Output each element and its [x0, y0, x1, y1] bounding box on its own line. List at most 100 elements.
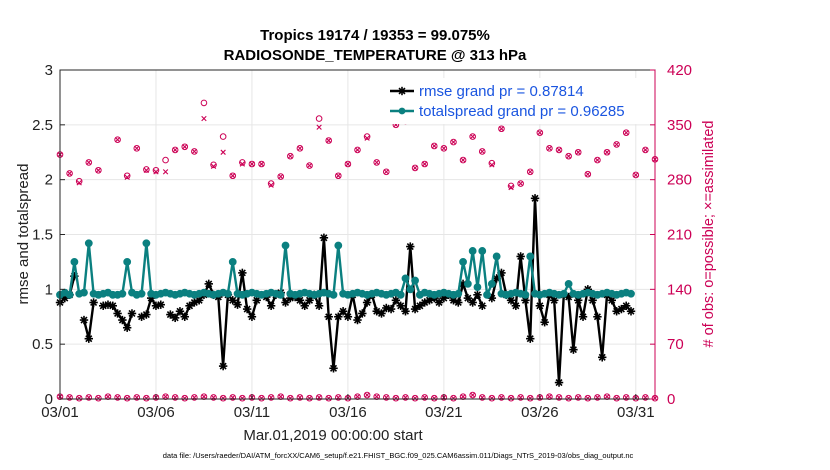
star-stroke [334, 313, 342, 321]
rmse-point [415, 301, 425, 310]
obs-low-possible-marker [287, 394, 294, 402]
series-lines [55, 194, 636, 387]
obs-assimilated-marker [335, 173, 341, 179]
x-stroke [364, 392, 370, 398]
obs-assimilated-marker [633, 172, 639, 178]
obs-low-possible-marker [114, 394, 121, 401]
obs-assimilated-marker [287, 153, 294, 159]
x-stroke [450, 139, 457, 145]
obs-assimilated-marker [239, 161, 246, 167]
obs-possible-marker [191, 148, 198, 155]
x-stroke [364, 135, 370, 141]
obs-possible-marker [459, 156, 467, 164]
totalspread-point [463, 279, 472, 288]
obs-low-assimilated-marker [278, 393, 284, 400]
x-tick-label: 03/26 [521, 404, 559, 421]
obs-assimilated-marker [268, 182, 274, 188]
star-stroke [373, 307, 381, 315]
y2-axis-label: # of obs: o=possible; ×=assimilated [701, 121, 717, 348]
x-tick-label: 03/16 [329, 404, 367, 421]
obs-low-assimilated-marker [604, 393, 610, 400]
obs-low-possible-marker [555, 394, 563, 401]
totalspread-point [123, 258, 132, 266]
obs-low-assimilated-marker [239, 395, 246, 401]
obs-low-assimilated-marker [412, 395, 418, 401]
chart-title: Tropics 19174 / 19353 = 99.075% [260, 27, 490, 44]
obs-possible-marker [603, 148, 611, 156]
rmse-point [362, 298, 372, 307]
obs-low-assimilated-marker [143, 395, 150, 401]
x-stroke [527, 395, 533, 401]
star-stroke [521, 296, 529, 304]
rmse-point [242, 304, 252, 314]
obs-possible-marker [613, 141, 620, 148]
obs-low-assimilated-marker [162, 393, 169, 400]
x-stroke [469, 392, 476, 398]
chart-subtitle: RADIOSONDE_TEMPERATURE @ 313 hPa [224, 47, 527, 64]
star-stroke [267, 302, 275, 310]
totalspread-point [334, 241, 343, 250]
y2-tick-label: 0 [667, 391, 675, 408]
star-stroke [507, 296, 515, 304]
star-stroke [142, 311, 150, 319]
obs-possible-marker [277, 173, 285, 180]
x-stroke [585, 395, 591, 401]
rmse-point [377, 309, 386, 318]
rmse-point [233, 300, 242, 309]
totalspread-point [487, 279, 496, 288]
rmse-point [127, 309, 137, 318]
obs-possible-marker [440, 145, 448, 152]
star-stroke [526, 335, 534, 343]
star-stroke [243, 305, 251, 313]
x-stroke [297, 145, 303, 152]
x-tick-label: 03/01 [41, 404, 79, 421]
rmse-point [194, 296, 204, 305]
x-stroke [383, 169, 389, 175]
totalspread-point [526, 252, 535, 261]
x-stroke [556, 147, 562, 153]
obs-low-assimilated-marker [76, 395, 82, 401]
obs-low-assimilated-marker [258, 395, 265, 401]
obs-low-possible-marker [258, 394, 265, 402]
x-stroke [527, 169, 533, 175]
totalspread-point [80, 288, 88, 297]
x-stroke [258, 161, 265, 167]
x-stroke [575, 149, 581, 155]
star-stroke [118, 316, 126, 324]
star-stroke [454, 298, 462, 307]
x-stroke [143, 167, 150, 173]
rmse-point [521, 296, 530, 305]
obs-possible-marker [411, 164, 419, 172]
x-tick-label: 03/06 [137, 404, 175, 421]
y2-tick-label: 210 [667, 227, 692, 244]
x-stroke [479, 148, 485, 155]
obs-assimilated-marker [575, 149, 581, 155]
obs-possible-marker [632, 171, 640, 179]
obs-possible-marker [478, 148, 486, 155]
x-stroke [613, 141, 620, 148]
star-stroke [392, 296, 400, 304]
rmse-point [108, 301, 117, 310]
obs-assimilated-marker [172, 147, 178, 153]
totalspread-point [228, 258, 237, 266]
rmse-point [535, 301, 545, 310]
obs-possible-marker [642, 146, 649, 154]
star-stroke [517, 252, 525, 260]
obs-assimilated-marker [182, 144, 188, 150]
obs-assimilated-marker [594, 157, 601, 163]
totalspread-point [478, 247, 487, 255]
x-stroke [642, 147, 649, 153]
obs-low-possible-marker [574, 394, 582, 401]
obs-possible-marker [382, 168, 390, 176]
rmse-point [103, 300, 113, 309]
x-stroke [565, 153, 572, 159]
star-stroke [176, 307, 184, 315]
rmse-point [84, 334, 93, 343]
rmse-point [334, 312, 343, 321]
x-tick-label: 03/21 [425, 404, 463, 421]
obs-possible-marker [114, 136, 121, 144]
obs-low-assimilated-marker [565, 395, 572, 401]
rmse-point [626, 307, 636, 316]
data-file-footnote: data file: /Users/raeder/DAI/ATM_forcXX/… [163, 451, 634, 460]
rmse-point [156, 300, 165, 309]
